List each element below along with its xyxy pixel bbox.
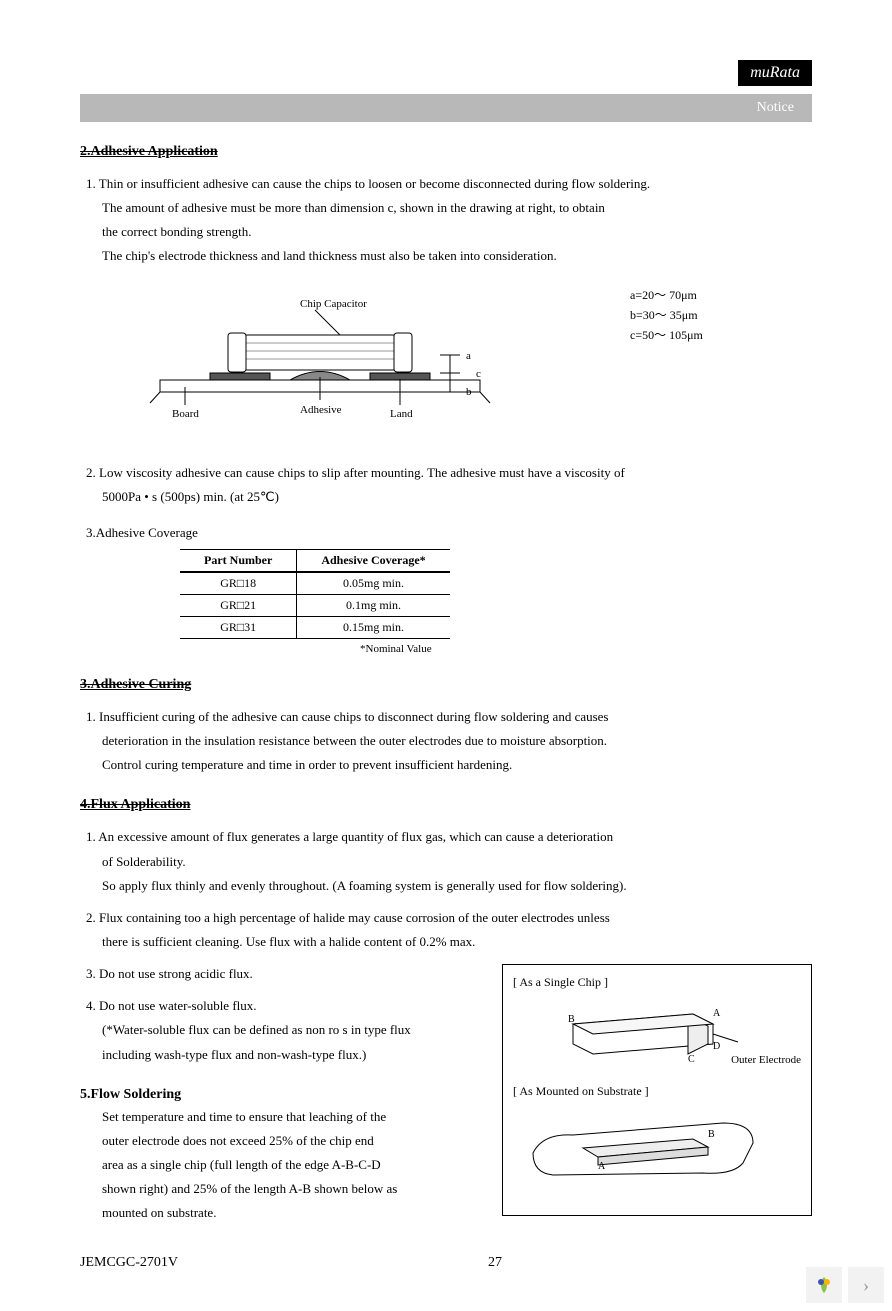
para-4-4a: 4. Do not use water-soluble flux.	[86, 996, 490, 1016]
para-5d: shown right) and 25% of the length A-B s…	[86, 1179, 490, 1199]
dim-c: c=50～ 105μm	[630, 325, 703, 345]
chip-diagram-svg: Chip Capacitor Board Adhesive Land a b c	[140, 285, 540, 445]
coverage-note: *Nominal Value	[360, 643, 812, 655]
para-4-2b: there is sufficient cleaning. Use flux w…	[86, 932, 812, 952]
section-4-title: 4.Flux Application	[80, 797, 812, 813]
para-2-2a: 2. Low viscosity adhesive can cause chip…	[86, 463, 812, 483]
svg-text:A: A	[713, 1008, 721, 1019]
svg-text:C: C	[688, 1054, 695, 1064]
para-4-3: 3. Do not use strong acidic flux.	[86, 964, 490, 984]
notice-bar: Notice	[80, 94, 812, 122]
chip-illustration-box: [ As a Single Chip ] A B D C Outer Elect…	[502, 964, 812, 1216]
para-4-1c: So apply flux thinly and evenly througho…	[86, 876, 812, 896]
section-3-title: 3.Adhesive Curing	[80, 677, 812, 693]
para-2-1c: the correct bonding strength.	[86, 222, 812, 242]
para-5b: outer electrode does not exceed 25% of t…	[86, 1131, 490, 1151]
para-5e: mounted on substrate.	[86, 1203, 490, 1223]
label-land: Land	[390, 408, 413, 420]
cov-r2c0: GR□31	[180, 616, 297, 638]
label-c: c	[476, 368, 481, 380]
next-page-icon[interactable]: ›	[848, 1267, 884, 1303]
cov-r0c1: 0.05mg min.	[297, 572, 450, 595]
coverage-table: Part Number Adhesive Coverage* GR□18 0.0…	[180, 549, 450, 639]
label-adhesive: Adhesive	[300, 404, 342, 416]
adhesive-diagram: Chip Capacitor Board Adhesive Land a b c…	[140, 285, 812, 445]
label-b: b	[466, 386, 472, 398]
para-4-1a: 1. An excessive amount of flux generates…	[86, 827, 812, 847]
para-2-2b: 5000Pa • s (500ps) min. (at 25℃)	[86, 487, 812, 507]
svg-text:A: A	[598, 1161, 606, 1172]
para-4-4b: (*Water-soluble flux can be defined as n…	[86, 1020, 490, 1040]
para-5a: Set temperature and time to ensure that …	[86, 1107, 490, 1127]
para-3-1c: Control curing temperature and time in o…	[86, 755, 812, 775]
para-5c: area as a single chip (full length of th…	[86, 1155, 490, 1175]
brand-logo: muRata	[738, 60, 812, 86]
single-chip-label: [ As a Single Chip ]	[513, 975, 801, 990]
label-a: a	[466, 350, 471, 362]
cov-h1: Adhesive Coverage*	[297, 549, 450, 572]
dimension-values: a=20～ 70μm b=30～ 35μm c=50～ 105μm	[630, 285, 703, 346]
notice-label: Notice	[757, 100, 794, 115]
table-row: GR□18 0.05mg min.	[180, 572, 450, 595]
section-2-title: 2.Adhesive Application	[80, 144, 812, 160]
logo-bar: muRata	[80, 60, 812, 86]
para-2-1a: 1. Thin or insufficient adhesive can cau…	[86, 174, 812, 194]
para-2-3: 3.Adhesive Coverage	[86, 523, 812, 543]
viewer-logo-icon[interactable]	[806, 1267, 842, 1303]
para-2-1d: The chip's electrode thickness and land …	[86, 246, 812, 266]
para-4-1b: of Solderability.	[86, 852, 812, 872]
dim-b: b=30～ 35μm	[630, 305, 703, 325]
label-chip-capacitor: Chip Capacitor	[300, 298, 367, 310]
section-5-title: 5.Flow Soldering	[80, 1087, 490, 1103]
para-3-1a: 1. Insufficient curing of the adhesive c…	[86, 707, 812, 727]
svg-text:D: D	[713, 1041, 720, 1052]
para-3-1b: deterioration in the insulation resistan…	[86, 731, 812, 751]
dim-a: a=20～ 70μm	[630, 285, 703, 305]
page-number: 27	[488, 1255, 502, 1271]
svg-text:B: B	[708, 1129, 715, 1140]
para-4-2a: 2. Flux containing too a high percentage…	[86, 908, 812, 928]
cov-r2c1: 0.15mg min.	[297, 616, 450, 638]
table-row: GR□31 0.15mg min.	[180, 616, 450, 638]
para-4-4c: including wash-type flux and non-wash-ty…	[86, 1045, 490, 1065]
svg-text:B: B	[568, 1014, 575, 1025]
page-footer: JEMCGC-2701V 27	[80, 1255, 812, 1271]
mounted-chip-svg: B A	[513, 1103, 773, 1183]
para-2-1b: The amount of adhesive must be more than…	[86, 198, 812, 218]
mounted-chip-label: [ As Mounted on Substrate ]	[513, 1084, 801, 1099]
label-board: Board	[172, 408, 199, 420]
cov-r0c0: GR□18	[180, 572, 297, 595]
table-row: GR□21 0.1mg min.	[180, 594, 450, 616]
cov-r1c0: GR□21	[180, 594, 297, 616]
cov-r1c1: 0.1mg min.	[297, 594, 450, 616]
doc-id: JEMCGC-2701V	[80, 1255, 178, 1271]
viewer-controls: ›	[806, 1267, 884, 1303]
cov-h0: Part Number	[180, 549, 297, 572]
